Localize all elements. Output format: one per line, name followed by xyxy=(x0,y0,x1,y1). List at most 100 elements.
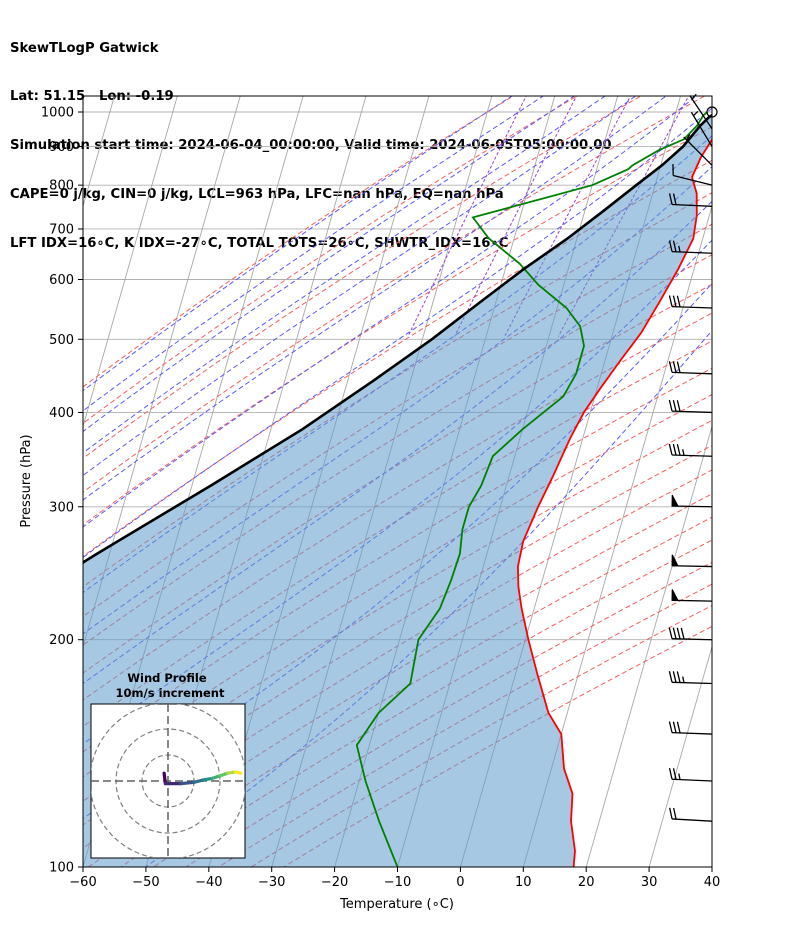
barb-full xyxy=(676,721,681,734)
barb-full xyxy=(668,295,673,307)
cape-area xyxy=(83,115,712,867)
barb-full xyxy=(668,443,673,456)
y-tick-label: 200 xyxy=(49,633,74,648)
barb-flag xyxy=(671,554,679,567)
y-axis: 1000 900 800 700 600 500 400 300 200 100 xyxy=(41,105,83,876)
x-axis: −60 −50 −40 −30 −20 −10 0 10 20 30 40 xyxy=(69,867,720,890)
hodograph-trace xyxy=(162,770,243,786)
parcel-line xyxy=(83,113,712,564)
barb-full xyxy=(672,295,677,307)
hodograph-segment xyxy=(192,778,206,784)
wind-barb xyxy=(668,767,713,782)
moist-adiabat xyxy=(83,96,513,392)
barb-staff xyxy=(671,638,713,641)
y-tick-label: 300 xyxy=(49,500,74,515)
barb-full xyxy=(676,671,681,683)
hodograph-inset: Wind Profile 10m/s increment xyxy=(90,671,246,859)
isotherm-line xyxy=(711,865,712,867)
y-tick-label: 800 xyxy=(49,179,74,194)
barb-half xyxy=(693,110,699,117)
hodograph-title: Wind Profile xyxy=(127,671,207,685)
y-tick-label: 600 xyxy=(49,273,74,288)
isotherm-line xyxy=(648,645,712,867)
x-axis-label: Temperature (∘C) xyxy=(339,897,454,912)
barb-half xyxy=(691,93,697,100)
barb-staff xyxy=(689,95,713,130)
chart-header: SkewTLogP Gatwick Lat: 51.15 Lon: -0.19 … xyxy=(10,8,612,269)
moist-adiabat xyxy=(83,96,698,528)
barb-staff xyxy=(672,203,713,207)
barb-full xyxy=(668,721,673,733)
y-tick-label: 900 xyxy=(49,140,74,155)
wind-barb xyxy=(668,399,713,414)
wind-barb xyxy=(668,627,713,641)
dry-adiabat xyxy=(83,96,642,459)
barb-staff xyxy=(671,565,713,568)
barb-staff xyxy=(671,599,713,602)
barb-full xyxy=(668,627,673,639)
time-line: Simulation start time: 2024-06-04_00:00:… xyxy=(10,138,612,154)
barb-full xyxy=(672,400,677,412)
barb-full xyxy=(668,361,673,373)
barb-staff xyxy=(672,305,713,309)
wind-barb xyxy=(671,494,713,508)
barb-half xyxy=(678,773,681,780)
barb-full xyxy=(672,193,677,205)
barb-full xyxy=(668,193,673,205)
barb-full xyxy=(669,807,673,820)
x-tick-label: 30 xyxy=(641,875,658,890)
hodograph-subtitle: 10m/s increment xyxy=(116,686,225,700)
barb-full xyxy=(668,767,673,780)
wind-barb xyxy=(689,93,713,130)
barb-half xyxy=(682,449,685,456)
chart-title: SkewTLogP Gatwick xyxy=(10,40,159,56)
hodograph-segment xyxy=(162,771,167,786)
barb-full xyxy=(672,240,677,252)
barb-full xyxy=(672,671,677,683)
dewpoint-line xyxy=(355,111,708,867)
wind-barb xyxy=(669,807,713,822)
y-axis-label: Pressure (hPa) xyxy=(19,434,34,527)
barb-full xyxy=(676,295,681,308)
barb-flag xyxy=(671,494,679,507)
hodograph-segment xyxy=(234,770,243,775)
x-tick-label: −20 xyxy=(321,875,348,890)
x-tick-label: 10 xyxy=(515,875,532,890)
hodograph-rings xyxy=(91,704,245,858)
isotherm-line xyxy=(765,81,794,902)
moist-adiabat xyxy=(83,96,606,454)
y-tick-label: 700 xyxy=(49,222,74,237)
moist-adiabat xyxy=(83,96,545,412)
barb-full xyxy=(676,361,681,373)
moist-adiabat xyxy=(83,96,637,477)
barb-staff xyxy=(672,251,713,254)
wind-barb xyxy=(668,671,713,685)
isotherm-line xyxy=(83,96,178,429)
barb-staff xyxy=(672,818,713,822)
wind-barb xyxy=(668,443,713,457)
barb-flag xyxy=(671,589,679,601)
x-tick-label: 40 xyxy=(704,875,721,890)
wind-barb xyxy=(671,554,713,568)
barb-half xyxy=(685,134,691,141)
y-tick-label: 100 xyxy=(49,861,74,876)
barb-staff xyxy=(672,410,713,414)
mixing-ratio-line xyxy=(407,96,527,337)
wind-barb xyxy=(683,134,713,166)
barb-staff xyxy=(683,136,713,166)
wind-barb xyxy=(668,295,713,309)
dry-adiabat xyxy=(83,444,712,826)
barb-staff xyxy=(672,778,713,782)
moist-adiabat xyxy=(83,96,667,501)
x-tick-label: 20 xyxy=(578,875,595,890)
barb-full xyxy=(668,671,673,683)
y-tick-label: 1000 xyxy=(41,105,74,120)
barb-full xyxy=(676,627,681,640)
barb-staff xyxy=(672,731,713,735)
mixing-ratio-line xyxy=(454,96,578,337)
indices-line: LFT IDX=16∘C, K IDX=-27∘C, TOTAL TOTS=26… xyxy=(10,236,509,252)
wind-barb xyxy=(668,193,713,207)
y-tick-label: 400 xyxy=(49,406,74,421)
x-tick-label: −40 xyxy=(195,875,222,890)
